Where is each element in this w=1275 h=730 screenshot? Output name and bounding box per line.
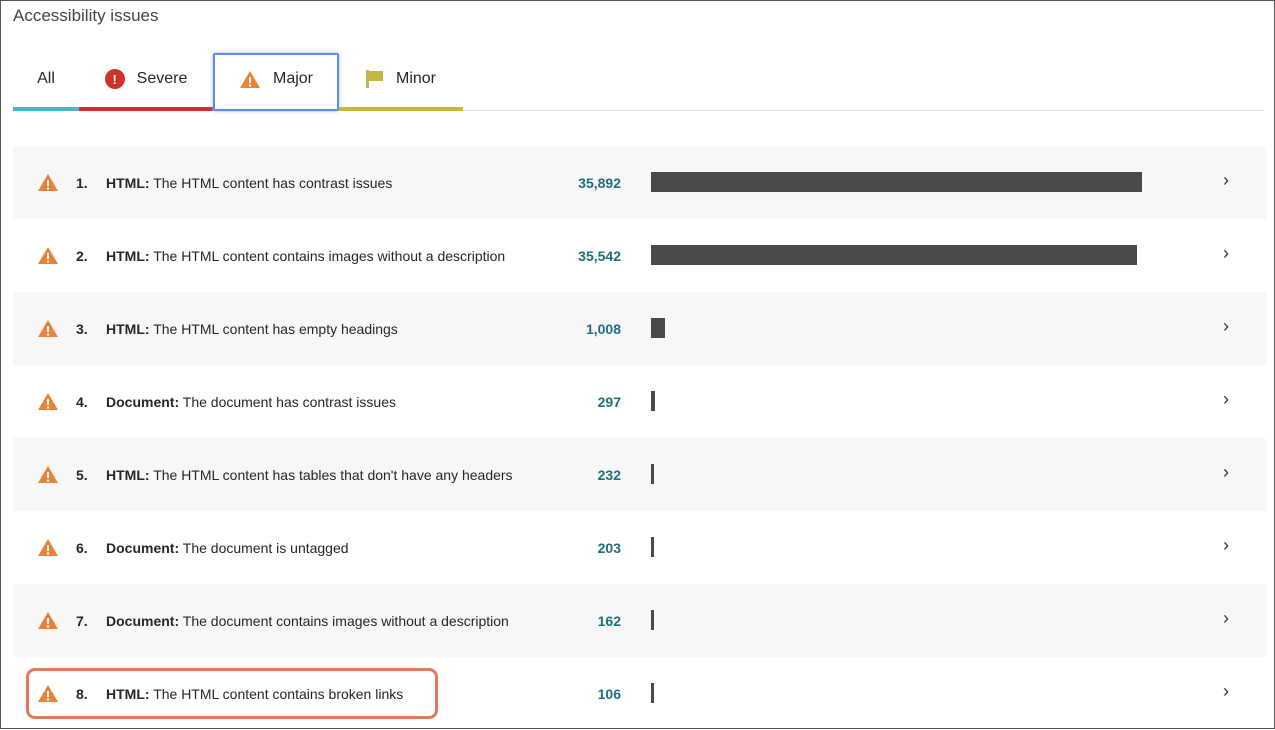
chevron-right-icon[interactable]: › — [1223, 243, 1229, 263]
chevron-right-icon[interactable]: › — [1223, 316, 1229, 336]
tab-label: Major — [272, 70, 313, 87]
warning-triangle-icon — [239, 70, 260, 88]
issue-count: 35,892 — [578, 174, 621, 191]
issue-number: 2. — [76, 247, 88, 264]
issue-text: The HTML content has contrast issues — [153, 174, 393, 191]
warning-triangle-icon — [38, 393, 58, 410]
issue-text: The HTML content contains images without… — [153, 247, 506, 264]
issue-type: Document: — [106, 612, 180, 629]
issue-count-bar — [651, 683, 654, 703]
issue-row[interactable]: 4. Document: The document has contrast i… — [13, 365, 1266, 438]
issue-row[interactable]: 3. HTML: The HTML content has empty head… — [13, 292, 1266, 365]
issue-number: 4. — [76, 393, 88, 410]
issue-text: The HTML content has tables that don't h… — [153, 466, 513, 483]
issue-count: 35,542 — [578, 247, 621, 264]
issue-description: Document: The document is untagged — [106, 540, 349, 556]
tab-underline — [79, 107, 213, 111]
issue-count-bar — [651, 464, 654, 484]
warning-triangle-icon — [38, 320, 58, 337]
issue-count: 106 — [597, 685, 621, 702]
issue-description: Document: The document has contrast issu… — [106, 394, 396, 410]
issue-number: 6. — [76, 539, 88, 556]
warning-triangle-icon — [38, 685, 58, 702]
tab-label: All — [37, 70, 55, 87]
issue-description: HTML: The HTML content has contrast issu… — [106, 175, 392, 191]
chevron-right-icon[interactable]: › — [1223, 170, 1229, 190]
issue-text: The HTML content has empty headings — [153, 320, 398, 337]
issue-text: The HTML content contains broken links — [153, 685, 404, 702]
chevron-right-icon[interactable]: › — [1223, 681, 1229, 701]
issue-count: 203 — [597, 539, 621, 556]
chevron-right-icon[interactable]: › — [1223, 535, 1229, 555]
issue-description: HTML: The HTML content contains broken l… — [106, 686, 403, 702]
tab-severe[interactable]: ! Severe — [79, 53, 213, 111]
issue-count: 1,008 — [585, 320, 621, 337]
issue-number: 3. — [76, 320, 88, 337]
issue-type: HTML: — [106, 466, 150, 483]
issue-list: 1. HTML: The HTML content has contrast i… — [13, 146, 1266, 730]
issue-count-bar — [651, 318, 665, 338]
issue-number: 5. — [76, 466, 88, 483]
issue-row[interactable]: 8. HTML: The HTML content contains broke… — [13, 657, 1266, 730]
tab-divider — [13, 110, 1264, 111]
severe-exclamation-icon: ! — [104, 69, 125, 89]
issue-count-bar — [651, 245, 1137, 265]
issue-number: 7. — [76, 612, 88, 629]
warning-triangle-icon — [38, 247, 58, 264]
issue-description: HTML: The HTML content has empty heading… — [106, 321, 398, 337]
issue-row[interactable]: 7. Document: The document contains image… — [13, 584, 1266, 657]
issue-type: HTML: — [106, 174, 150, 191]
issue-row[interactable]: 1. HTML: The HTML content has contrast i… — [13, 146, 1266, 219]
highlight-box — [26, 668, 438, 719]
chevron-right-icon[interactable]: › — [1223, 462, 1229, 482]
issue-row[interactable]: 5. HTML: The HTML content has tables tha… — [13, 438, 1266, 511]
flag-icon — [365, 70, 384, 88]
issue-count-bar — [651, 391, 655, 411]
issue-number: 8. — [76, 685, 88, 702]
issue-type: HTML: — [106, 685, 150, 702]
issue-description: HTML: The HTML content contains images w… — [106, 248, 505, 264]
tab-underline — [13, 107, 79, 111]
page-title: Accessibility issues — [13, 6, 159, 25]
severity-tabs: All ! Severe Major Minor — [13, 53, 463, 111]
issue-type: Document: — [106, 539, 180, 556]
issue-count-bar — [651, 537, 654, 557]
issue-number: 1. — [76, 174, 88, 191]
issue-text: The document has contrast issues — [182, 393, 396, 410]
issue-type: HTML: — [106, 320, 150, 337]
issue-type: HTML: — [106, 247, 150, 264]
issue-text: The document contains images without a d… — [182, 612, 509, 629]
warning-triangle-icon — [38, 174, 58, 191]
tab-major[interactable]: Major — [213, 53, 339, 111]
tab-label: Minor — [395, 70, 436, 87]
chevron-right-icon[interactable]: › — [1223, 608, 1229, 628]
issue-row[interactable]: 2. HTML: The HTML content contains image… — [13, 219, 1266, 292]
warning-triangle-icon — [38, 466, 58, 483]
issue-description: Document: The document contains images w… — [106, 613, 509, 629]
chevron-right-icon[interactable]: › — [1223, 389, 1229, 409]
issue-count: 297 — [597, 393, 621, 410]
issue-count-bar — [651, 172, 1142, 192]
issue-row[interactable]: 6. Document: The document is untagged 20… — [13, 511, 1266, 584]
issue-description: HTML: The HTML content has tables that d… — [106, 467, 513, 483]
issue-count: 232 — [597, 466, 621, 483]
warning-triangle-icon — [38, 539, 58, 556]
issue-count: 162 — [597, 612, 621, 629]
warning-triangle-icon — [38, 612, 58, 629]
issue-type: Document: — [106, 393, 180, 410]
tab-minor[interactable]: Minor — [339, 53, 463, 111]
issue-count-bar — [651, 610, 654, 630]
issue-text: The document is untagged — [182, 539, 349, 556]
tab-label: Severe — [136, 70, 188, 87]
tab-all[interactable]: All — [13, 53, 79, 111]
tab-underline — [339, 107, 463, 111]
